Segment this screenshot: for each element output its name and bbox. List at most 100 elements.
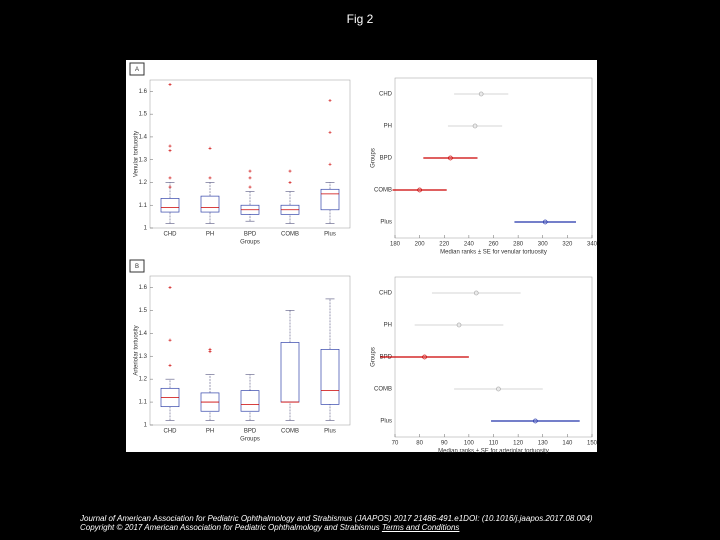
x-tick-label: COMB xyxy=(281,232,299,238)
x-tick-label: COMB xyxy=(281,429,299,435)
y-tick-label: 1.1 xyxy=(139,400,148,406)
y-tick-label: 1.3 xyxy=(139,157,148,163)
box xyxy=(240,390,260,412)
y-tick-label: CHD xyxy=(379,291,393,297)
outlier xyxy=(208,350,212,354)
x-tick-label: CHD xyxy=(164,429,178,435)
y-tick-label: Plus xyxy=(380,419,392,425)
outlier xyxy=(248,185,252,189)
y-tick-label: COMB xyxy=(374,188,392,194)
y-tick-label: COMB xyxy=(374,387,392,393)
outlier xyxy=(168,185,172,189)
y-tick-label: 1.2 xyxy=(139,377,148,383)
x-tick-label: 120 xyxy=(513,441,524,447)
slide-title: Fig 2 xyxy=(346,12,374,26)
point xyxy=(533,418,538,424)
outlier xyxy=(328,130,332,134)
y-tick-label: 1.5 xyxy=(139,112,148,118)
y-tick-label: 1.6 xyxy=(139,285,148,291)
outlier xyxy=(168,149,172,153)
outlier xyxy=(208,146,212,150)
point xyxy=(542,219,548,225)
x-tick-label: BPD xyxy=(244,429,257,435)
y-tick-label: 1.5 xyxy=(139,308,148,314)
x-tick-label: 150 xyxy=(587,441,598,447)
axes-frame xyxy=(149,79,351,229)
y-tick-label: 1.1 xyxy=(139,203,148,209)
x-tick-label: 90 xyxy=(441,441,448,447)
y-axis-label: Groups xyxy=(371,347,377,367)
y-axis-label: Arteriolar tortuosity xyxy=(134,325,140,375)
point xyxy=(456,322,462,328)
outlier xyxy=(288,180,292,184)
x-axis-label: Groups xyxy=(240,437,260,443)
y-tick-label: BPD xyxy=(380,156,393,162)
y-tick-label: CHD xyxy=(379,92,393,98)
y-tick-label: 1.3 xyxy=(139,354,148,360)
x-tick-label: Plus xyxy=(324,429,336,435)
point xyxy=(473,290,479,296)
y-axis-label: Groups xyxy=(371,148,377,168)
y-tick-label: 1.4 xyxy=(139,331,148,337)
outlier xyxy=(328,98,332,102)
x-tick-label: 100 xyxy=(464,441,475,447)
x-tick-label: 320 xyxy=(562,242,573,248)
x-axis-label: Median ranks ± SE for arteriolar tortuos… xyxy=(438,449,549,455)
figure-background xyxy=(126,60,597,452)
axes-frame xyxy=(149,275,351,426)
x-tick-label: 220 xyxy=(439,242,450,248)
x-tick-label: 130 xyxy=(538,441,549,447)
x-tick-label: 70 xyxy=(392,441,399,447)
outlier xyxy=(168,338,172,342)
outlier xyxy=(288,169,292,173)
y-tick-label: 1 xyxy=(144,226,148,232)
x-axis-label: Groups xyxy=(240,240,260,246)
panel-label: A xyxy=(135,67,139,73)
y-tick-label: 1 xyxy=(144,423,148,429)
outlier xyxy=(168,285,172,289)
x-tick-label: 180 xyxy=(390,242,401,248)
x-tick-label: 260 xyxy=(488,242,499,248)
x-tick-label: 200 xyxy=(415,242,426,248)
box xyxy=(320,349,340,405)
outlier xyxy=(328,162,332,166)
terms-link[interactable]: Terms and Conditions xyxy=(381,523,460,532)
outlier xyxy=(248,169,252,173)
point xyxy=(448,155,453,161)
y-tick-label: Plus xyxy=(380,220,392,226)
y-tick-label: 1.4 xyxy=(139,135,148,141)
y-axis-label: Venular tortuosity xyxy=(134,131,140,177)
point xyxy=(417,187,422,193)
outlier xyxy=(208,176,212,180)
outlier xyxy=(168,83,172,87)
x-tick-label: PH xyxy=(206,429,214,435)
outlier xyxy=(168,363,172,367)
box xyxy=(160,198,180,213)
x-tick-label: CHD xyxy=(164,232,178,238)
x-tick-label: BPD xyxy=(244,232,257,238)
point xyxy=(472,123,478,129)
point xyxy=(496,386,501,392)
outlier xyxy=(168,144,172,148)
x-tick-label: 340 xyxy=(587,242,598,248)
panel-label-box xyxy=(129,62,145,76)
citation: Journal of American Association for Pedi… xyxy=(80,514,593,523)
point xyxy=(422,354,427,360)
panel-label: B xyxy=(135,264,139,270)
box xyxy=(320,188,340,211)
y-tick-label: 1.6 xyxy=(139,89,148,95)
x-axis-label: Median ranks ± SE for venular tortuosity xyxy=(440,250,547,256)
copyright-line: Copyright © 2017 American Association fo… xyxy=(80,523,459,532)
outlier xyxy=(168,176,172,180)
x-tick-label: 280 xyxy=(513,242,524,248)
x-tick-label: 110 xyxy=(489,441,499,447)
y-tick-label: 1.2 xyxy=(139,180,148,186)
y-tick-label: PH xyxy=(384,323,392,329)
outlier xyxy=(248,176,252,180)
point xyxy=(478,91,484,97)
panel-label-box xyxy=(129,259,145,273)
x-tick-label: 80 xyxy=(416,441,423,447)
x-tick-label: 300 xyxy=(538,242,549,248)
